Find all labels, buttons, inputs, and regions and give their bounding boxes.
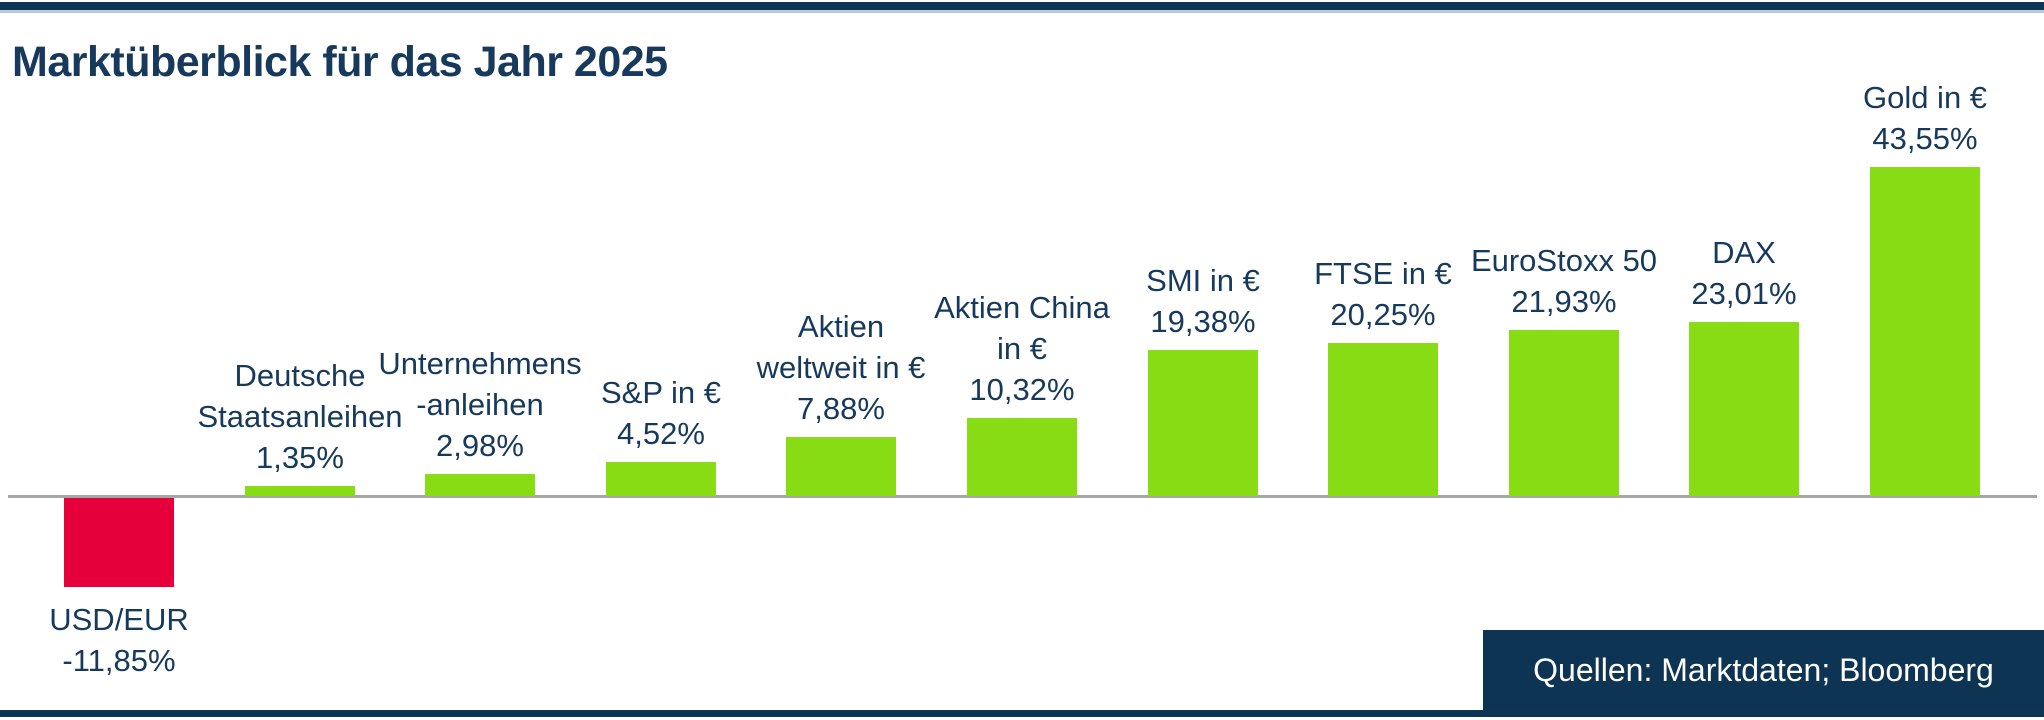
bar-value-label: 20,25% xyxy=(1330,297,1436,332)
bar-label-aktien-weltweit: Aktien weltweit in € 7,88% xyxy=(757,306,926,429)
bar-eurostoxx-50 xyxy=(1509,330,1619,496)
bar-label-unternehmensanleihen: Unternehmens -anleihen 2,98% xyxy=(378,343,581,466)
source-label: Quellen: Marktdaten; Bloomberg xyxy=(1533,651,1994,688)
bar-name-line: in € xyxy=(997,331,1047,366)
bar-label-sp-in-eur: S&P in € 4,52% xyxy=(601,372,721,454)
bar-label-eurostoxx-50: EuroStoxx 50 21,93% xyxy=(1471,240,1657,322)
bar-value-label: 2,98% xyxy=(436,428,524,463)
bar-deutsche-staatsanleihen xyxy=(245,486,355,496)
bar-label-deutsche-staatsanleihen: Deutsche Staatsanleihen 1,35% xyxy=(197,355,402,478)
bar-label-dax: DAX 23,01% xyxy=(1691,232,1796,314)
bar-dax xyxy=(1689,322,1799,496)
bar-name-line: FTSE in € xyxy=(1314,256,1452,291)
bar-value-label: 4,52% xyxy=(617,416,705,451)
bar-name-line: DAX xyxy=(1712,235,1776,270)
bar-name-line: S&P in € xyxy=(600,375,722,410)
bar-name-line: weltweit in € xyxy=(756,350,926,385)
bar-value-label: 43,55% xyxy=(1872,121,1978,156)
bar-value-label: 1,35% xyxy=(256,440,344,475)
bar-name-line: Unternehmens xyxy=(378,346,582,381)
bottom-divider-line xyxy=(0,710,2044,717)
bar-name-line: USD/EUR xyxy=(49,602,189,637)
bar-aktien-weltweit xyxy=(786,437,896,496)
bar-smi-in-eur xyxy=(1148,350,1258,496)
chart-title: Marktüberblick für das Jahr 2025 xyxy=(12,38,668,86)
bar-label-aktien-china: Aktien China in € 10,32% xyxy=(934,287,1110,410)
bar-name-line: Staatsanleihen xyxy=(197,399,403,434)
bar-ftse-in-eur xyxy=(1328,343,1438,496)
bar-gold-in-eur xyxy=(1870,167,1980,496)
bar-unternehmensanleihen xyxy=(425,474,535,496)
bar-value-label: 10,32% xyxy=(969,372,1075,407)
bar-label-usd-eur: USD/EUR -11,85% xyxy=(49,599,189,681)
bar-name-line: EuroStoxx 50 xyxy=(1470,243,1658,278)
bar-value-label: 19,38% xyxy=(1150,304,1256,339)
bar-value-label: 23,01% xyxy=(1691,276,1797,311)
bar-label-gold-in-eur: Gold in € 43,55% xyxy=(1863,77,1987,159)
zero-baseline xyxy=(8,495,2037,498)
bar-sp-in-eur xyxy=(606,462,716,496)
bar-aktien-china xyxy=(967,418,1077,496)
bar-name-line: Deutsche xyxy=(234,358,366,393)
bar-value-label: 21,93% xyxy=(1511,284,1617,319)
top-divider-shadow xyxy=(0,10,2044,13)
bar-name-line: Gold in € xyxy=(1862,80,1988,115)
source-box: Quellen: Marktdaten; Bloomberg xyxy=(1483,630,2044,710)
bar-label-ftse-in-eur: FTSE in € 20,25% xyxy=(1314,253,1452,335)
bar-usd-eur xyxy=(64,498,174,587)
bar-value-label: 7,88% xyxy=(797,391,885,426)
bar-name-line: Aktien China xyxy=(934,290,1110,325)
bar-name-line: SMI in € xyxy=(1146,263,1260,298)
bar-label-smi-in-eur: SMI in € 19,38% xyxy=(1146,260,1260,342)
bar-name-line: Aktien xyxy=(797,309,885,344)
bar-name-line: -anleihen xyxy=(416,387,544,422)
top-divider-line xyxy=(0,2,2044,10)
bar-value-label: -11,85% xyxy=(62,643,176,678)
